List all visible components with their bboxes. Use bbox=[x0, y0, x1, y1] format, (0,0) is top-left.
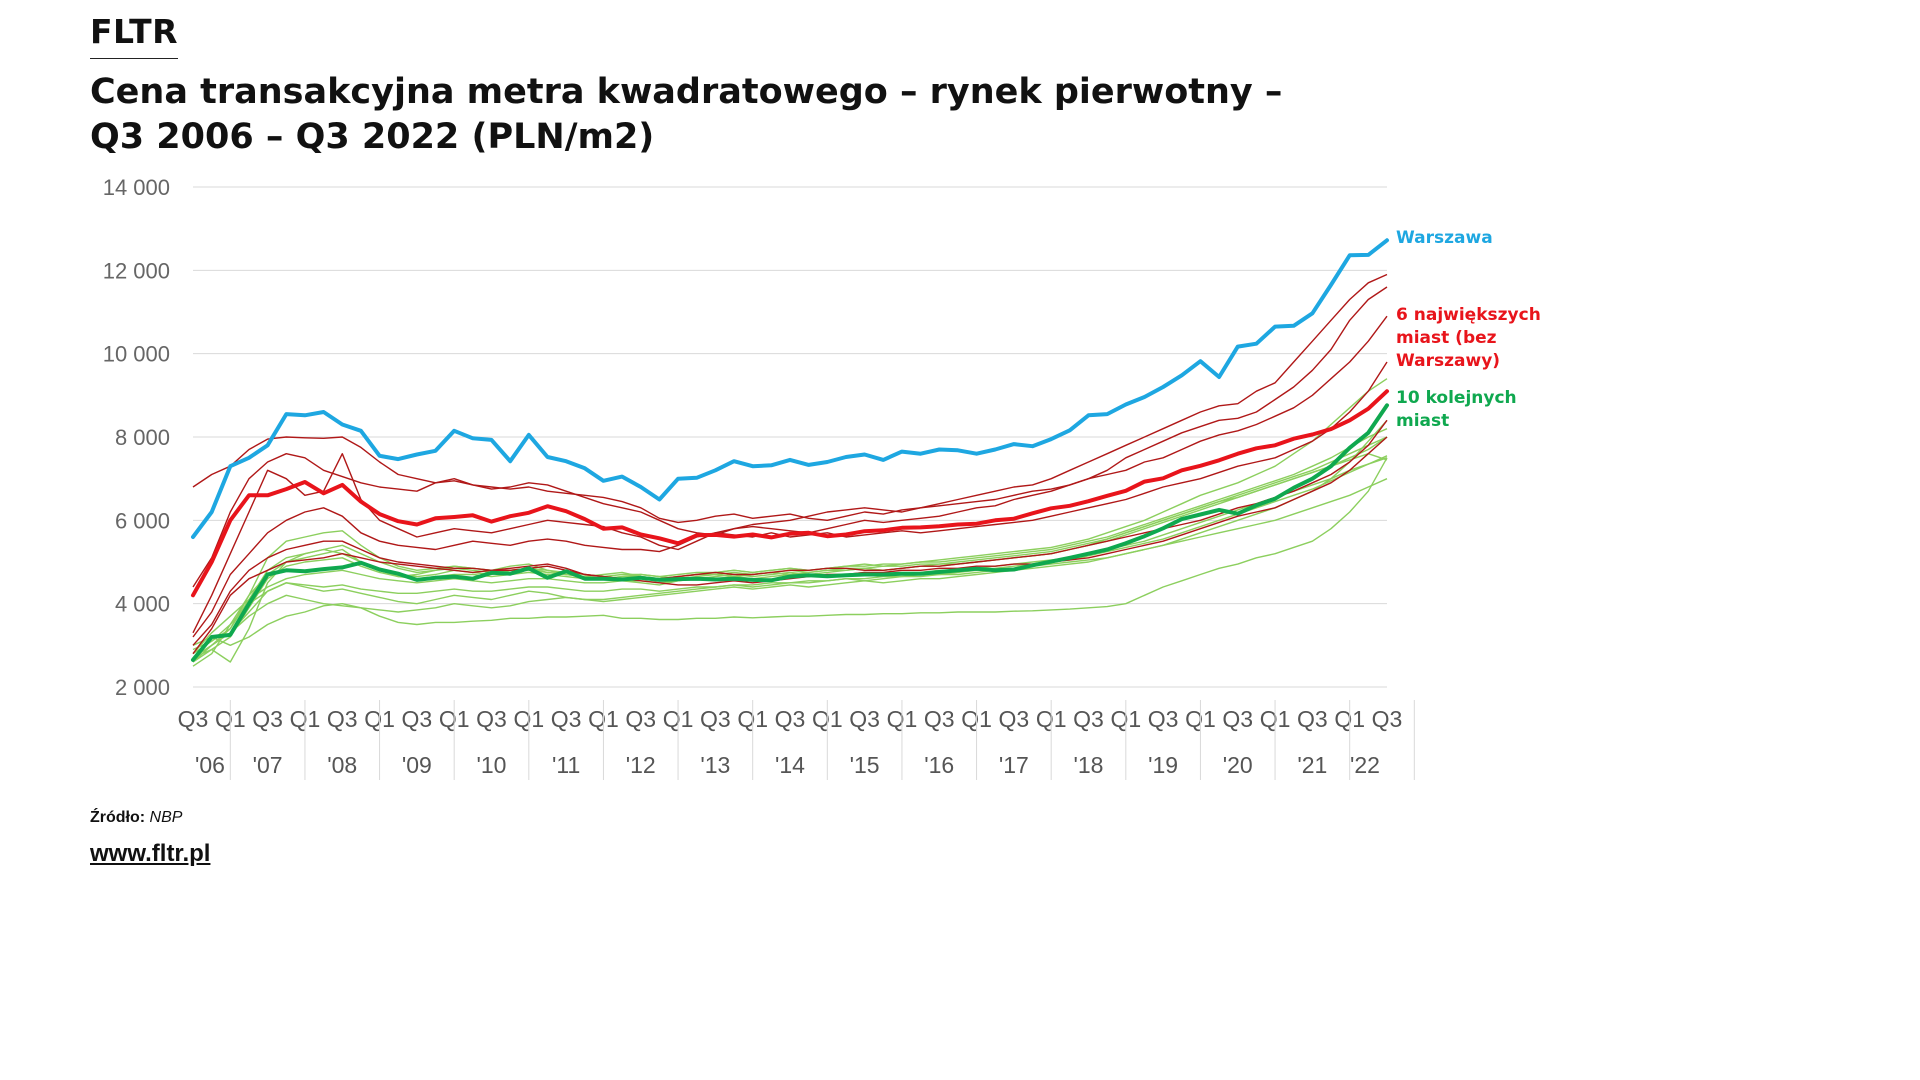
x-quarter-label-10: Q3 bbox=[551, 706, 582, 732]
series-line-top6-city-1 bbox=[192, 273, 1388, 588]
x-year-label-3: '09 bbox=[402, 752, 432, 778]
legend-label-top6-line-1: 6 największych bbox=[1396, 305, 1541, 325]
series-line-top6-city-4 bbox=[192, 361, 1388, 638]
x-year-label-16: '22 bbox=[1350, 752, 1380, 778]
chart-title: Cena transakcyjna metra kwadratowego – r… bbox=[90, 70, 1390, 160]
x-year-label-9: '15 bbox=[850, 752, 880, 778]
x-year-label-4: '10 bbox=[477, 752, 507, 778]
x-year-label-13: '19 bbox=[1148, 752, 1178, 778]
x-year-label-12: '18 bbox=[1074, 752, 1104, 778]
y-tick-label-1: 4 000 bbox=[115, 592, 170, 617]
x-year-label-15: '21 bbox=[1297, 752, 1327, 778]
x-year-label-5: '11 bbox=[552, 752, 580, 778]
x-year-label-14: '20 bbox=[1223, 752, 1253, 778]
x-year-label-7: '13 bbox=[700, 752, 730, 778]
series-line-top6-city-6 bbox=[192, 419, 1388, 646]
y-tick-label-3: 8 000 bbox=[115, 425, 170, 450]
y-tick-label-0: 2 000 bbox=[115, 675, 170, 700]
chart-title-line-2: Q3 2006 – Q3 2022 (PLN/m2) bbox=[90, 117, 655, 157]
x-quarter-label-4: Q3 bbox=[327, 706, 358, 732]
y-tick-label-6: 14 000 bbox=[103, 175, 170, 200]
series-line-next10-city-5 bbox=[192, 453, 1388, 651]
x-quarter-label-0: Q3 bbox=[178, 706, 209, 732]
brand-logo: FLTR bbox=[90, 12, 179, 51]
x-quarter-label-18: Q3 bbox=[849, 706, 880, 732]
source-value: NBP bbox=[149, 809, 183, 826]
x-quarter-label-16: Q3 bbox=[775, 706, 806, 732]
series-line-next10-city-10 bbox=[192, 428, 1388, 659]
source-label: Źródło: bbox=[90, 809, 146, 826]
y-tick-label-5: 12 000 bbox=[103, 258, 170, 283]
series-line-top6-city-2 bbox=[192, 286, 1388, 524]
x-year-label-1: '07 bbox=[253, 752, 283, 778]
x-quarter-label-6: Q3 bbox=[402, 706, 433, 732]
x-quarter-label-24: Q3 bbox=[1073, 706, 1104, 732]
x-year-label-10: '16 bbox=[924, 752, 954, 778]
x-quarter-label-14: Q3 bbox=[700, 706, 731, 732]
x-year-label-6: '12 bbox=[626, 752, 656, 778]
series-line-next10-city-9 bbox=[192, 455, 1388, 655]
source-note: Źródło: NBP bbox=[90, 809, 182, 827]
legend-label-warszawa-line-1: Warszawa bbox=[1396, 228, 1493, 248]
x-quarter-label-20: Q3 bbox=[924, 706, 955, 732]
series-line-next10-city-4 bbox=[192, 436, 1388, 663]
x-quarter-label-26: Q3 bbox=[1148, 706, 1179, 732]
x-year-label-8: '14 bbox=[775, 752, 805, 778]
series-line-top6-city-3 bbox=[192, 315, 1388, 634]
x-quarter-label-22: Q3 bbox=[999, 706, 1030, 732]
chart-title-line-1: Cena transakcyjna metra kwadratowego – r… bbox=[90, 72, 1283, 112]
legend-label-next10-line-1: 10 kolejnych bbox=[1396, 388, 1517, 408]
x-year-label-2: '08 bbox=[327, 752, 357, 778]
x-quarter-label-2: Q3 bbox=[252, 706, 283, 732]
line-chart: 2 000 4 000 6 000 8 000 10 000 12 000 14 000 Q3… bbox=[103, 175, 1541, 780]
series-line-next10-city-8 bbox=[192, 436, 1388, 663]
x-quarter-label-8: Q3 bbox=[476, 706, 507, 732]
x-quarter-label-32: Q3 bbox=[1372, 706, 1403, 732]
brand-underline bbox=[90, 58, 178, 59]
x-year-label-0: '06 bbox=[195, 752, 225, 778]
series-line-top6-city-5 bbox=[192, 436, 1388, 655]
x-quarter-label-30: Q3 bbox=[1297, 706, 1328, 732]
legend-label-top6-line-3: Warszawy) bbox=[1396, 351, 1500, 371]
x-year-label-11: '17 bbox=[999, 752, 1029, 778]
website-link[interactable]: www.fltr.pl bbox=[90, 840, 211, 867]
series-line-next10-city-7 bbox=[192, 478, 1388, 659]
series-line-next10-city-6 bbox=[192, 457, 1388, 655]
series-line-next10-city-3 bbox=[192, 457, 1388, 646]
series-line-top6-average bbox=[191, 389, 1389, 598]
legend-label-next10-line-2: miast bbox=[1396, 411, 1449, 431]
series-line-next10-average bbox=[191, 403, 1389, 662]
x-quarter-label-28: Q3 bbox=[1222, 706, 1253, 732]
legend-label-top6-line-2: miast (bez bbox=[1396, 328, 1497, 348]
y-tick-label-2: 6 000 bbox=[115, 508, 170, 533]
series-line-next10-city-1 bbox=[192, 378, 1388, 667]
y-tick-label-4: 10 000 bbox=[103, 342, 170, 367]
x-quarter-label-12: Q3 bbox=[625, 706, 656, 732]
series-line-warszawa bbox=[191, 238, 1389, 539]
